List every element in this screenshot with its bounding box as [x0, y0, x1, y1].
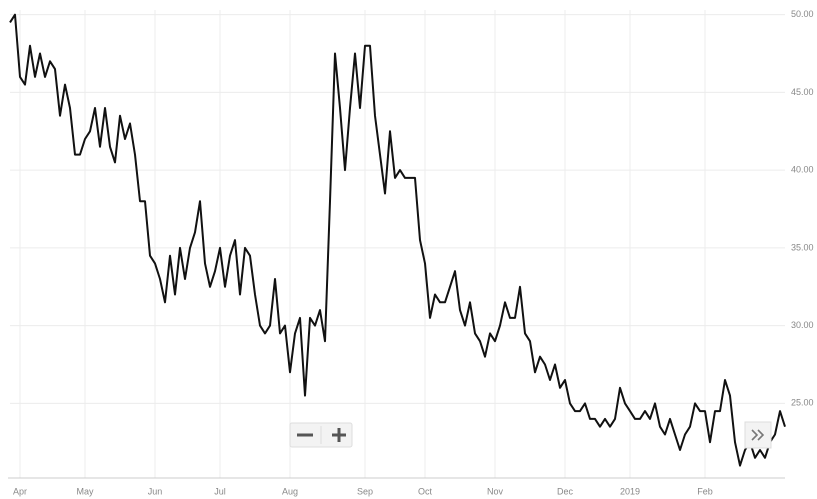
- x-tick-label: Dec: [557, 486, 574, 496]
- x-tick-label: Feb: [697, 486, 713, 496]
- x-tick-label: Jul: [214, 486, 226, 496]
- scroll-right[interactable]: [744, 421, 772, 449]
- x-tick-label: Oct: [418, 486, 433, 496]
- y-tick-label: 40.00: [791, 165, 814, 175]
- x-tick-label: Sep: [357, 486, 373, 496]
- y-tick-label: 45.00: [791, 87, 814, 97]
- x-tick-label: Aug: [282, 486, 298, 496]
- y-tick-label: 50.00: [791, 9, 814, 19]
- x-tick-label: Jun: [148, 486, 163, 496]
- grid: [10, 10, 785, 478]
- plot: [9, 13, 786, 467]
- price-line: [9, 13, 786, 467]
- zoom-controls[interactable]: [289, 422, 353, 448]
- y-tick-label: 25.00: [791, 398, 814, 408]
- y-tick-label: 35.00: [791, 242, 814, 252]
- x-tick-label: 2019: [620, 486, 640, 496]
- x-tick-label: Nov: [487, 486, 504, 496]
- scroll-icon: [751, 429, 765, 441]
- x-tick-label: May: [76, 486, 94, 496]
- y-tick-label: 30.00: [791, 320, 814, 330]
- x-tick-label: Apr: [13, 486, 27, 496]
